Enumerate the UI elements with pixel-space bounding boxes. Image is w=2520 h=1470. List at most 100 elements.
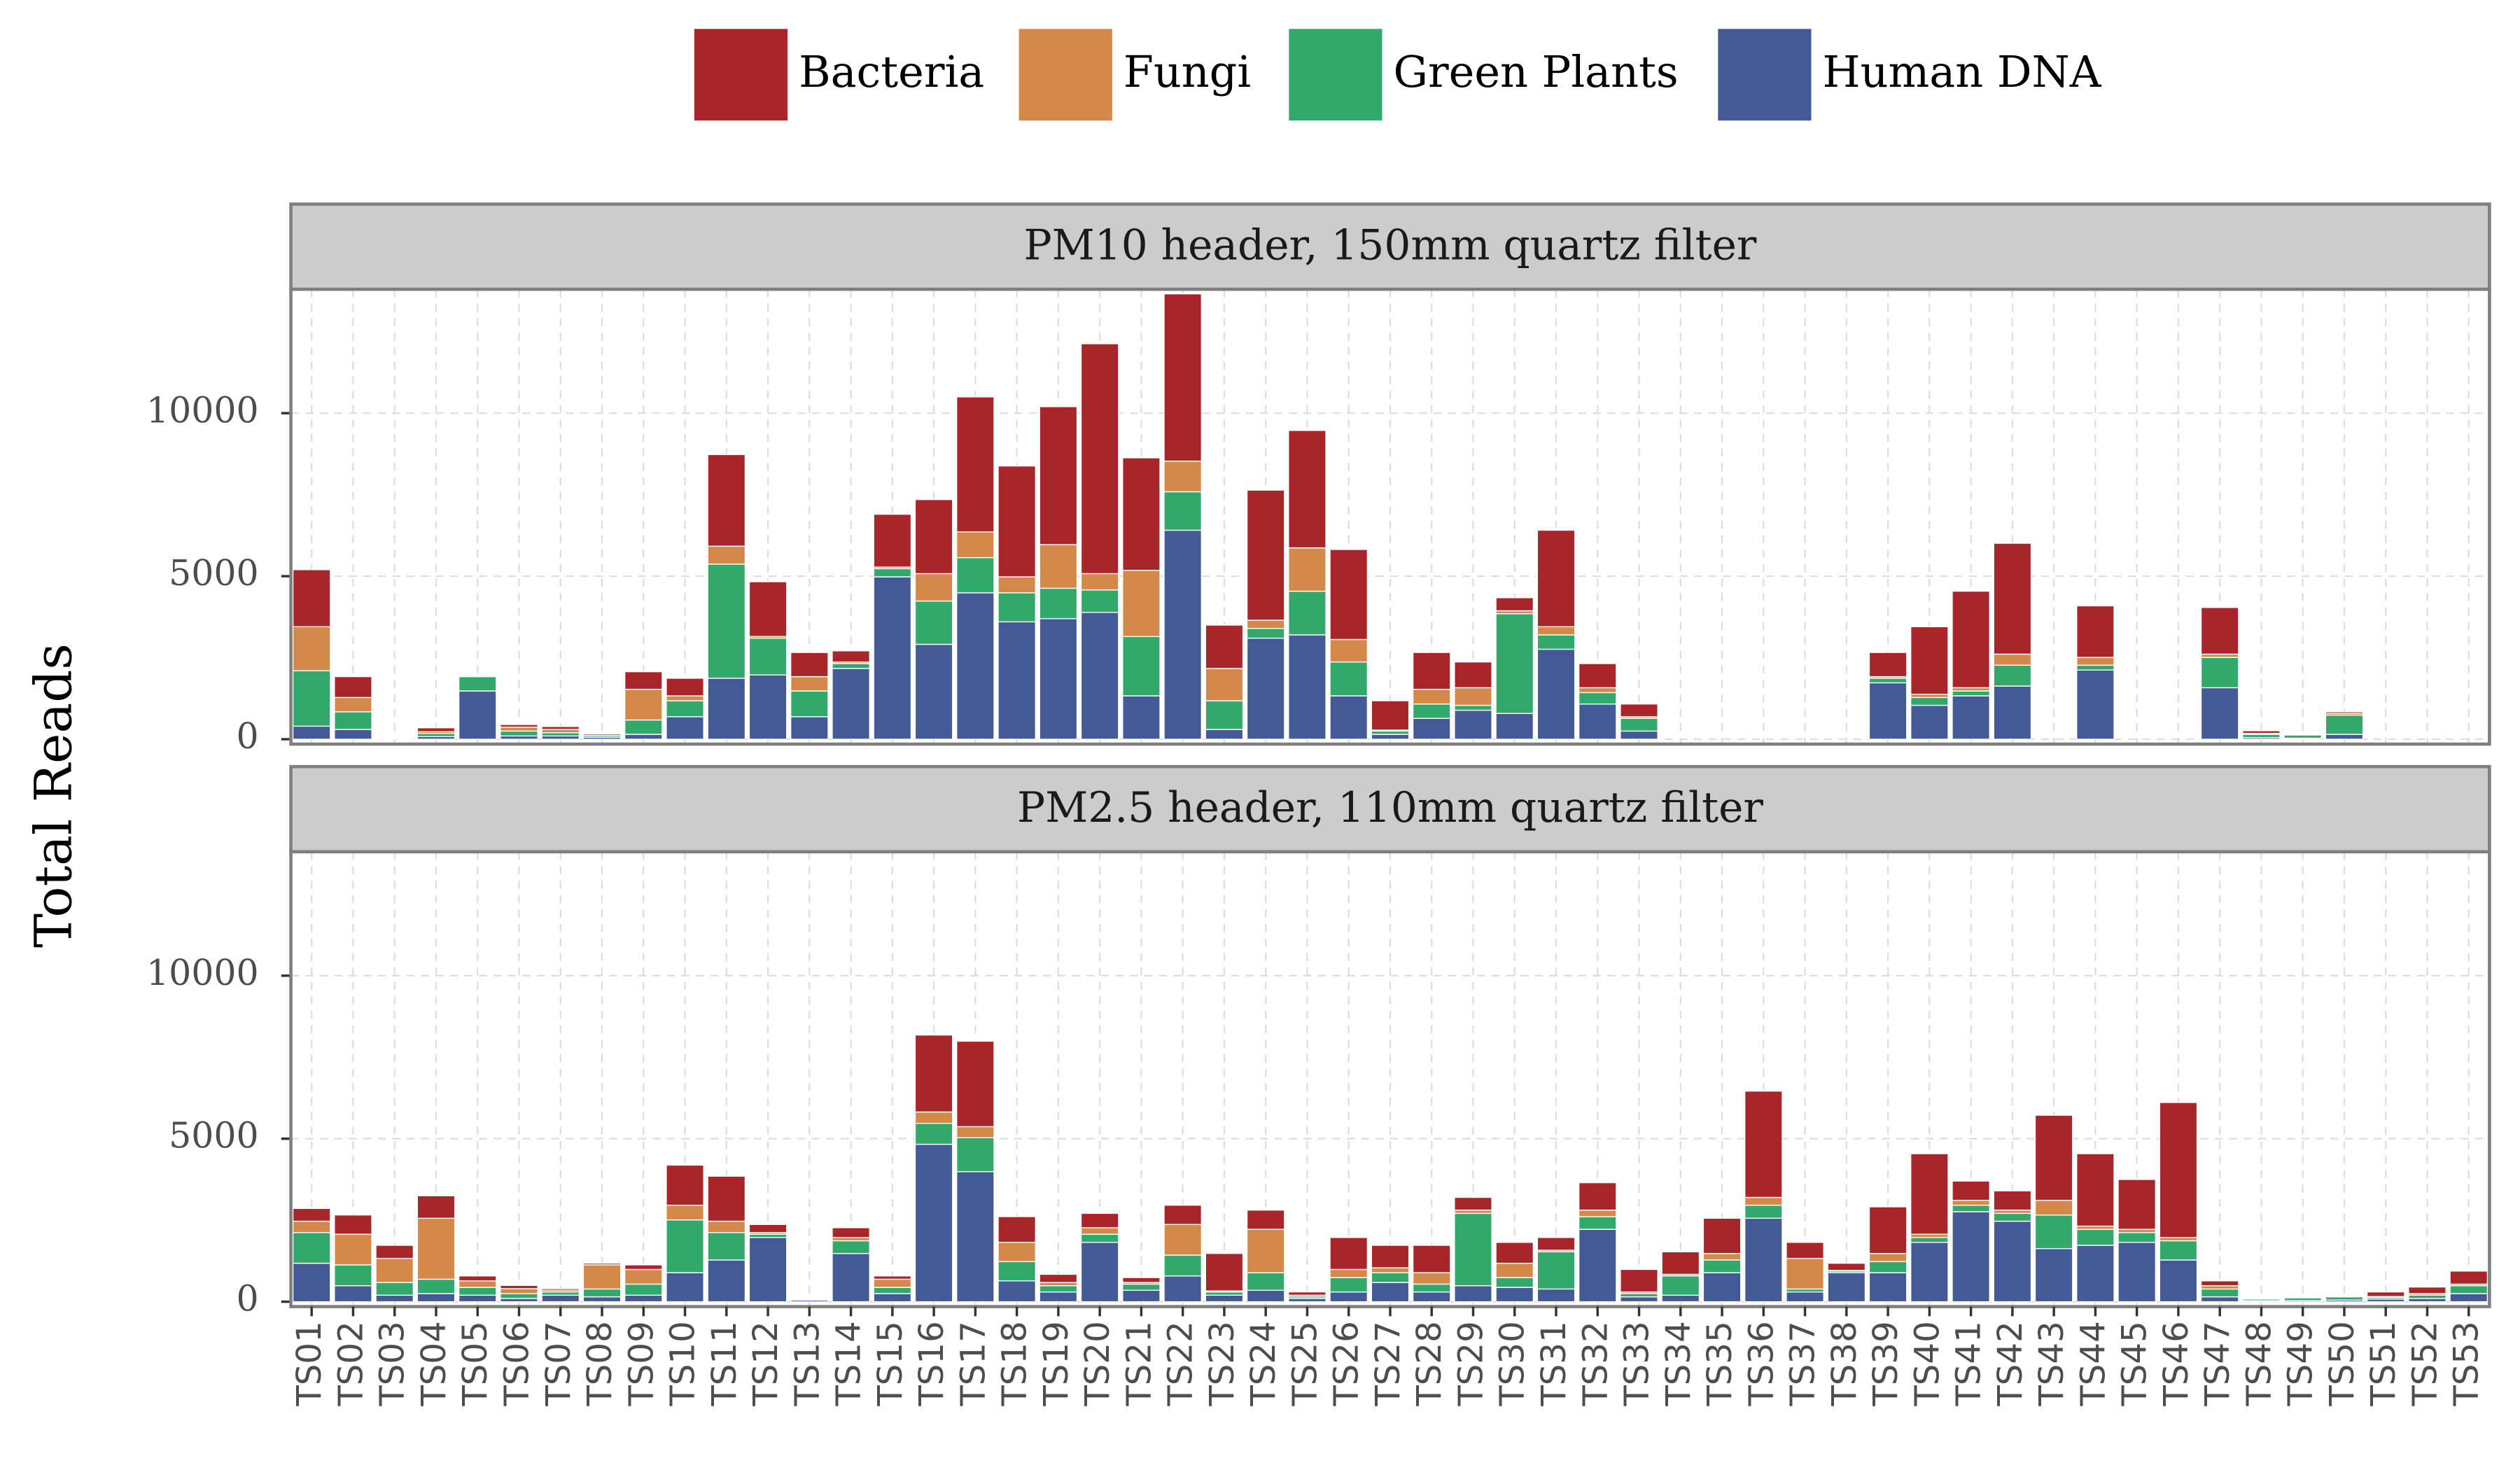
bar-segment — [1329, 1291, 1368, 1303]
bar-segment — [832, 1240, 870, 1254]
bar-segment — [1620, 1293, 1658, 1298]
legend-label: Green Plants — [1394, 46, 1679, 97]
bar-segment — [1910, 626, 1949, 695]
bar-segment — [416, 1195, 456, 1219]
bar-segment — [541, 726, 580, 730]
bar-segment — [1246, 1289, 1285, 1303]
bar-segment — [1578, 1210, 1617, 1217]
bar-segment — [2325, 1296, 2364, 1301]
bar-segment — [416, 732, 456, 737]
bar-segment — [666, 678, 704, 696]
bar-segment — [1039, 544, 1078, 589]
bar-segment — [1163, 293, 1203, 462]
bar-segment — [1122, 457, 1161, 571]
bar-segment — [1454, 1196, 1492, 1211]
x-tick-label: TS50 — [2323, 1321, 2362, 1406]
bar-segment — [1620, 718, 1658, 732]
bar-segment — [2159, 1237, 2198, 1242]
bar-segment — [1080, 589, 1119, 613]
bar-segment — [1952, 1211, 1990, 1303]
bar-segment — [873, 568, 912, 578]
bar-segment — [1163, 461, 1203, 493]
legend-swatch — [1018, 29, 1112, 121]
bar-segment — [1371, 1267, 1410, 1273]
bar-segment — [2283, 734, 2323, 739]
x-tick-label: TS02 — [331, 1321, 370, 1406]
bar-segment — [790, 652, 829, 678]
legend-label: Human DNA — [1823, 46, 2102, 97]
bar-segment — [914, 600, 953, 645]
bar-segment — [666, 1272, 704, 1303]
bar-segment — [1620, 730, 1658, 740]
bar-segment — [2200, 687, 2239, 740]
bar-segment — [1868, 1206, 1907, 1254]
bar-segment — [1786, 1257, 1824, 1290]
bar-segment — [832, 1227, 870, 1238]
bar-segment — [1371, 730, 1410, 735]
bar-segment — [707, 1220, 746, 1233]
bar-segment — [2159, 1102, 2198, 1238]
bar-segment — [2283, 1296, 2323, 1298]
x-tick-label: TS05 — [456, 1321, 495, 1406]
bar-segment — [1371, 734, 1410, 740]
bar-segment — [1246, 1210, 1285, 1230]
x-tick-label: TS10 — [664, 1321, 703, 1406]
bar-segment — [914, 498, 953, 575]
bar-segment — [1080, 1227, 1119, 1235]
bar-segment — [1288, 1298, 1326, 1303]
bar-segment — [1536, 1251, 1576, 1290]
bar-segment — [914, 1034, 953, 1113]
bar-segment — [1080, 573, 1119, 591]
bar-segment — [1661, 1275, 1700, 1296]
y-tick-label: 5000 — [169, 1115, 259, 1156]
bar-segment — [2449, 1293, 2488, 1303]
x-tick-label: TS07 — [539, 1321, 578, 1406]
bar-segment — [375, 1294, 414, 1303]
facet-title: PM2.5 header, 110mm quartz filter — [1017, 784, 1763, 832]
bar-segment — [1412, 718, 1451, 740]
bar-segment — [707, 678, 746, 740]
bar-segment — [1993, 1210, 2032, 1214]
y-tick-label: 5000 — [169, 552, 259, 594]
bar-segment — [624, 1283, 663, 1296]
legend-swatch — [694, 29, 788, 121]
bar-segment — [1786, 1291, 1824, 1303]
x-tick-label: TS41 — [1949, 1321, 1989, 1406]
x-tick-label: TS33 — [1618, 1321, 1657, 1406]
bar-segment — [1329, 695, 1368, 740]
bar-segment — [914, 573, 953, 602]
x-tick-label: TS08 — [580, 1321, 620, 1406]
bar-segment — [1868, 652, 1907, 678]
bar-segment — [1246, 1272, 1285, 1291]
bar-segment — [1868, 1261, 1907, 1273]
bar-segment — [1080, 1242, 1119, 1303]
bar-segment — [1868, 682, 1907, 740]
x-tick-label: TS01 — [290, 1321, 329, 1406]
bar-segment — [997, 576, 1036, 594]
x-tick-label: TS30 — [1493, 1321, 1532, 1406]
bar-segment — [2200, 1285, 2239, 1290]
bar-segment — [2076, 657, 2115, 666]
bar-segment — [2200, 653, 2239, 658]
bar-segment — [1205, 1252, 1244, 1292]
bar-segment — [624, 1294, 663, 1303]
bar-segment — [997, 1280, 1036, 1303]
bar-segment — [1993, 653, 2032, 666]
bar-segment — [956, 1126, 995, 1138]
bar-segment — [2034, 1114, 2073, 1201]
bar-segment — [914, 1143, 953, 1303]
bar-segment — [956, 531, 995, 559]
bar-segment — [541, 735, 580, 740]
bar-segment — [1495, 713, 1534, 740]
bar-segment — [1702, 1272, 1742, 1303]
bar-segment — [1163, 1275, 1203, 1303]
bar-segment — [1412, 1283, 1451, 1293]
bar-segment — [2200, 1296, 2239, 1303]
bar-segment — [2449, 1285, 2488, 1294]
bar-segment — [1329, 661, 1368, 696]
bar-segment — [2242, 734, 2281, 738]
bar-segment — [334, 1285, 372, 1303]
bar-segment — [1454, 661, 1492, 689]
